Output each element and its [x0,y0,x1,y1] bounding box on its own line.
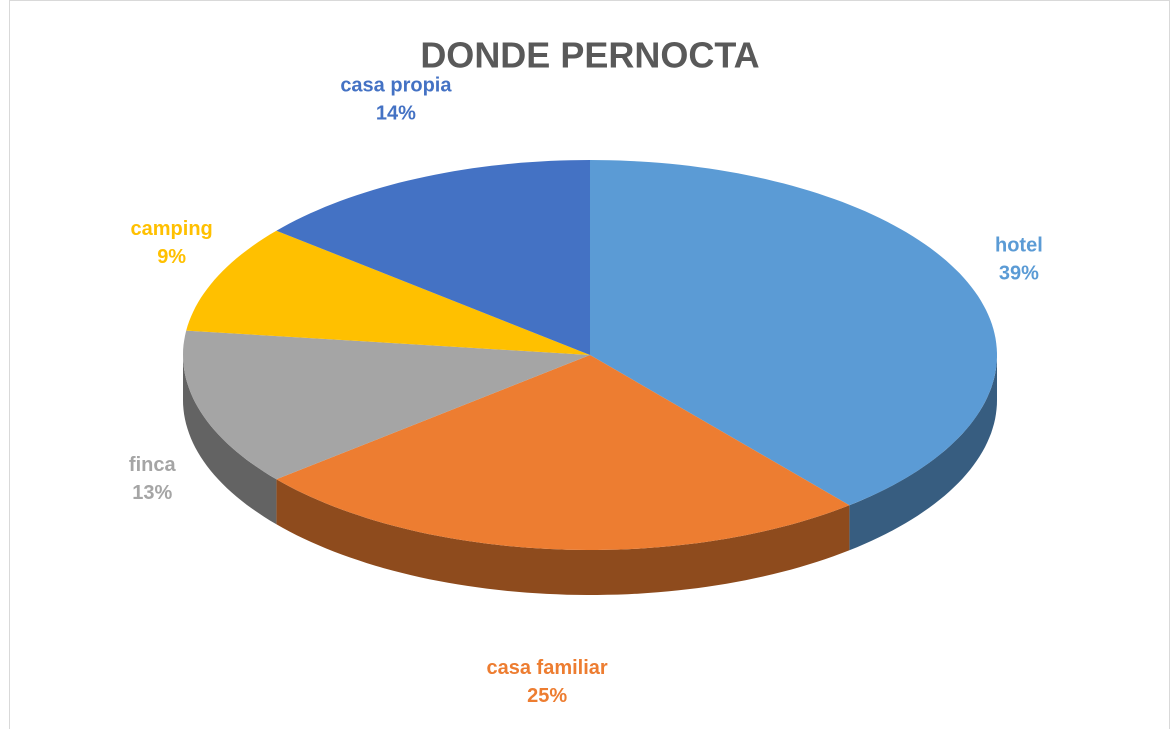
slice-side [276,479,850,595]
pie-slice [590,160,997,506]
data-label-value: 39% [999,263,1039,285]
pie-slice [276,355,850,550]
data-label-name: casa propia [340,74,452,96]
data-label-name: casa familiar [487,657,608,679]
data-label-name: finca [129,454,177,476]
data-label-value: 25% [527,685,567,707]
slice-side [183,355,277,525]
data-label-name: camping [131,218,213,240]
data-label-value: 13% [132,482,172,504]
slice-side [849,355,997,551]
pie-slice [276,160,590,355]
chart-title: DONDE PERNOCTA [420,35,759,76]
pie-slice [186,230,590,355]
pie-slice [183,330,590,480]
data-label-value: 14% [376,102,416,124]
data-label-name: hotel [995,235,1043,257]
data-label-value: 9% [157,246,186,268]
